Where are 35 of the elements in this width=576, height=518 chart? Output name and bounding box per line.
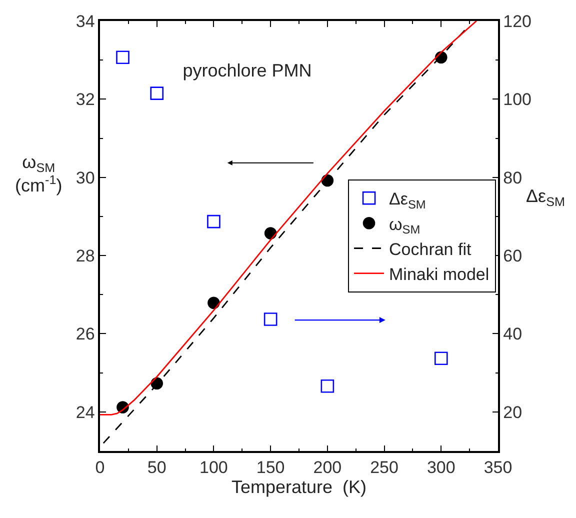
y-tick-label: 24	[76, 402, 95, 422]
point	[320, 379, 334, 393]
legend-label: Minaki model	[389, 264, 490, 284]
x-tick-label: 200	[313, 458, 342, 478]
point	[116, 50, 130, 64]
y-tick-label: 32	[76, 90, 95, 110]
x-tick-label: 0	[95, 458, 105, 478]
x-tick-label: 50	[147, 458, 166, 478]
point	[434, 352, 448, 365]
y-tick-label: 26	[76, 324, 95, 344]
legend-label: Δε$_{SM}$	[389, 190, 426, 212]
x-tick-label: 250	[370, 458, 398, 478]
y-tick-label: 34	[76, 12, 95, 31]
x-tick-label: 300	[426, 458, 456, 478]
point	[208, 296, 220, 309]
text: pyrochlore PMN	[182, 60, 312, 81]
x-tick-label: 350	[484, 458, 512, 478]
point	[207, 214, 220, 228]
y-tick-label: 28	[76, 246, 95, 266]
y2-tick-label: 20	[503, 402, 522, 422]
y2-axis-title: Δε$_{SM}$	[526, 186, 565, 209]
x-tick-label: 150	[256, 458, 285, 478]
y2-tick-label: 60	[503, 246, 522, 266]
y2-tick-label: 80	[503, 168, 522, 188]
legend-label: Cochran fit	[389, 240, 472, 259]
x-axis-title: Temperature (K)	[231, 477, 367, 498]
point	[264, 312, 278, 326]
y2-tick-label: 120	[503, 12, 532, 31]
x-tick-label: 100	[200, 458, 228, 478]
point	[150, 86, 164, 100]
y-tick-label: 30	[76, 168, 95, 188]
y2-tick-label: 40	[503, 324, 522, 344]
y2-tick-label: 100	[503, 90, 532, 110]
y-axis-title: ω$_{SM}$ (cm$^{-1}$)	[15, 152, 62, 196]
legend-label: ω$_{SM}$	[389, 214, 420, 236]
